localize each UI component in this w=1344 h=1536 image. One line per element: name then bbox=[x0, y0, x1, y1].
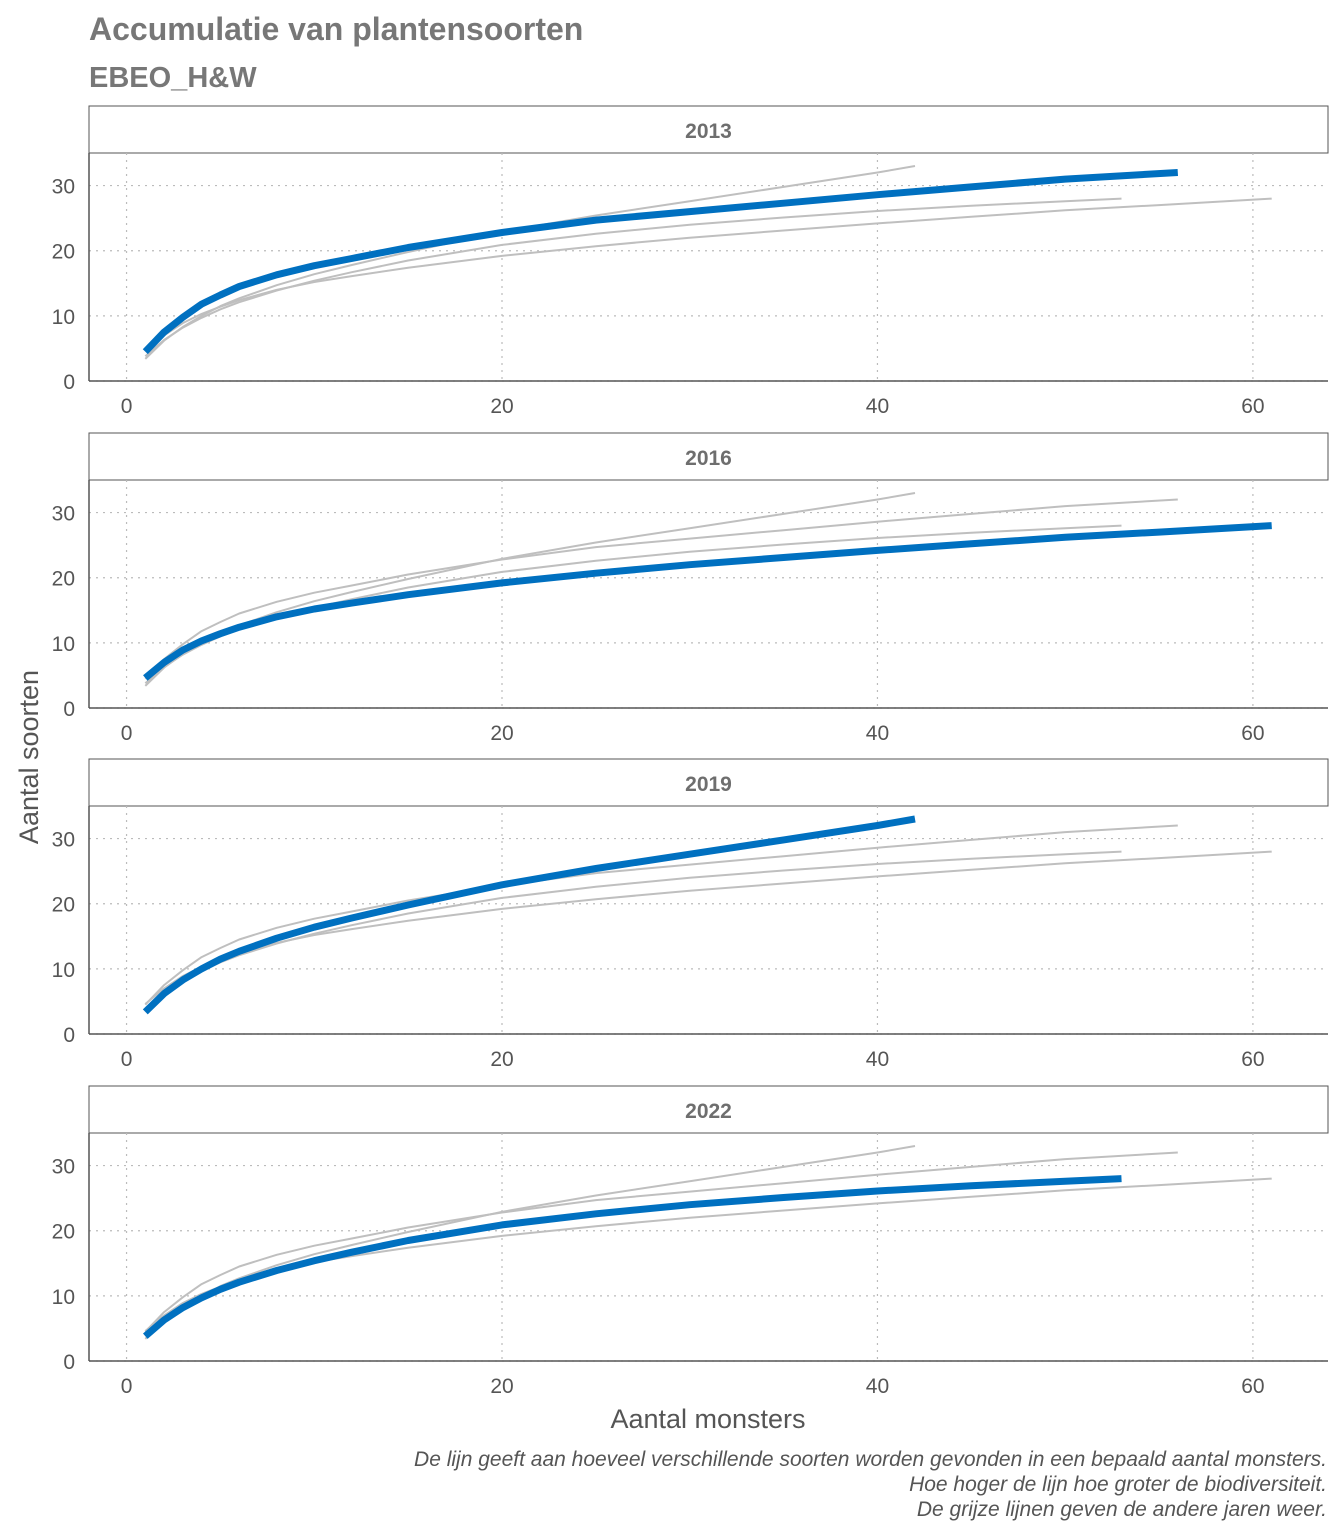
y-tick-label: 30 bbox=[52, 1156, 75, 1179]
y-tick-label: 0 bbox=[63, 1351, 75, 1374]
y-tick-label: 10 bbox=[52, 1286, 75, 1309]
y-tick-label: 0 bbox=[63, 1024, 75, 1047]
y-tick-label: 0 bbox=[63, 371, 75, 394]
x-tick-label: 20 bbox=[490, 722, 513, 745]
caption-line-1: De lijn geeft aan hoeveel verschillende … bbox=[414, 1448, 1327, 1471]
panel-2013: 2013 0 20 40 60 0 10 20 30 bbox=[52, 105, 1329, 418]
y-tick-label: 10 bbox=[52, 306, 75, 329]
x-tick-label: 20 bbox=[490, 1375, 513, 1398]
facet-strip-label: 2013 bbox=[685, 120, 732, 143]
x-tick-label: 40 bbox=[866, 722, 889, 745]
x-tick-label: 60 bbox=[1241, 395, 1264, 418]
x-tick-label: 0 bbox=[121, 1375, 133, 1398]
y-tick-label: 20 bbox=[52, 1221, 75, 1244]
facet-strip-label: 2022 bbox=[685, 1100, 732, 1123]
panel-2016: 2016 0 20 40 60 0 10 20 30 bbox=[52, 432, 1329, 745]
y-tick-label: 10 bbox=[52, 959, 75, 982]
x-tick-label: 60 bbox=[1241, 722, 1264, 745]
y-tick-label: 20 bbox=[52, 241, 75, 264]
y-tick-label: 20 bbox=[52, 894, 75, 917]
series-line-2022-grey bbox=[144, 524, 1122, 684]
series-line-2016 bbox=[143, 522, 1272, 681]
x-tick-label: 40 bbox=[866, 1375, 889, 1398]
y-tick-label: 30 bbox=[52, 829, 75, 852]
x-tick-label: 0 bbox=[121, 722, 133, 745]
y-tick-label: 20 bbox=[52, 568, 75, 591]
facet-strip bbox=[88, 105, 1329, 154]
series-line-2019-grey bbox=[144, 1145, 916, 1340]
caption-line-2: Hoe hoger de lijn hoe groter de biodiver… bbox=[909, 1473, 1327, 1496]
series-line-2016-grey bbox=[144, 197, 1272, 352]
series-line-2019-grey bbox=[144, 165, 916, 360]
x-tick-label: 40 bbox=[866, 1048, 889, 1071]
x-axis-title: Aantal monsters bbox=[610, 1404, 805, 1434]
facet-strip bbox=[88, 432, 1329, 481]
series-line-2013-grey bbox=[144, 1151, 1178, 1333]
facet-strip-label: 2016 bbox=[685, 447, 732, 470]
series-line-2013 bbox=[142, 169, 1179, 355]
y-tick-label: 30 bbox=[52, 503, 75, 526]
series-line-2022-grey bbox=[144, 197, 1122, 357]
series-line-2013-grey bbox=[144, 824, 1178, 1006]
series-line-2019-grey bbox=[144, 492, 916, 687]
x-tick-label: 60 bbox=[1241, 1375, 1264, 1398]
series-line-2016-grey bbox=[144, 1177, 1272, 1332]
panel-2019: 2019 0 20 40 60 0 10 20 30 bbox=[52, 758, 1329, 1071]
x-tick-label: 0 bbox=[121, 395, 133, 418]
facet-strip bbox=[88, 758, 1329, 807]
chart-title: Accumulatie van plantensoorten bbox=[89, 11, 583, 47]
y-axis-title: Aantal soorten bbox=[14, 670, 44, 844]
x-tick-label: 20 bbox=[490, 395, 513, 418]
series-line-2013-grey bbox=[144, 498, 1178, 680]
x-tick-label: 40 bbox=[866, 395, 889, 418]
y-tick-label: 0 bbox=[63, 698, 75, 721]
panel-2022: 2022 0 20 40 60 0 10 20 30 bbox=[52, 1085, 1329, 1398]
x-tick-label: 20 bbox=[490, 1048, 513, 1071]
x-tick-label: 0 bbox=[121, 1048, 133, 1071]
chart-subtitle: EBEO_H&W bbox=[89, 62, 257, 94]
facet-strip bbox=[88, 1085, 1329, 1134]
caption-line-3: De grijze lijnen geven de andere jaren w… bbox=[917, 1498, 1327, 1521]
y-tick-label: 10 bbox=[52, 633, 75, 656]
series-line-2022 bbox=[143, 1175, 1122, 1339]
y-tick-label: 30 bbox=[52, 176, 75, 199]
x-tick-label: 60 bbox=[1241, 1048, 1264, 1071]
series-line-2019 bbox=[142, 815, 916, 1015]
facet-strip-label: 2019 bbox=[685, 773, 732, 796]
